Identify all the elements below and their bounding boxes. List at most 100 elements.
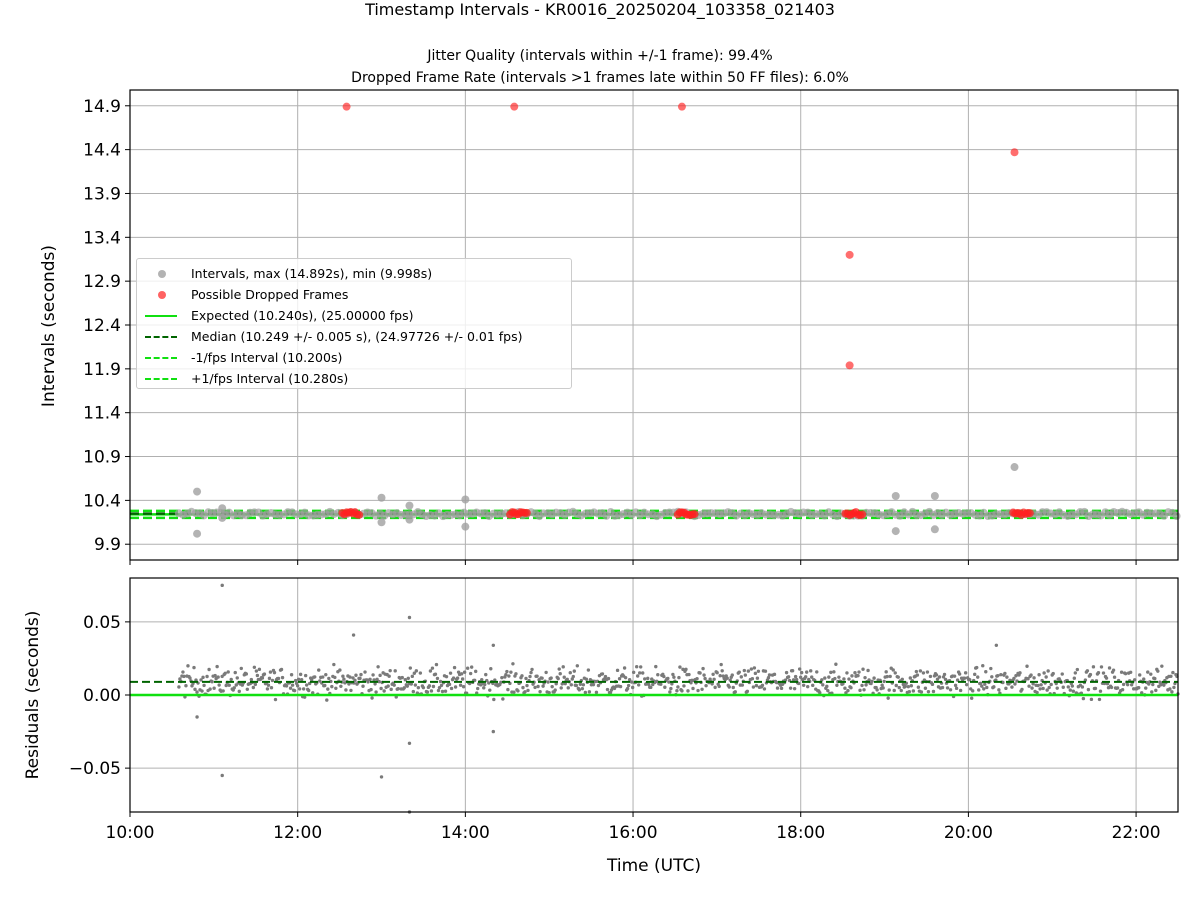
residual-point (864, 683, 868, 687)
residual-point (410, 674, 415, 679)
residual-outlier-point (491, 643, 496, 647)
residual-point (891, 668, 895, 672)
residual-point (643, 677, 647, 681)
residual-point (671, 672, 675, 677)
legend: Intervals, max (14.892s), min (9.998s) P… (136, 258, 572, 389)
residual-point (625, 686, 630, 691)
residual-point (400, 675, 404, 680)
residual-point (547, 690, 551, 695)
residual-point (500, 675, 504, 680)
residual-point (251, 685, 256, 690)
residual-point (1035, 690, 1039, 695)
residual-point (366, 680, 370, 684)
x-tick-label-0: 10:00 (106, 823, 155, 843)
residual-point (245, 687, 250, 691)
residual-point (354, 673, 358, 677)
residual-point (885, 674, 889, 679)
residual-point (371, 673, 375, 677)
residual-point (453, 685, 458, 689)
dropped-frame-point (342, 102, 351, 111)
residual-point (835, 683, 839, 687)
residual-point (289, 673, 294, 677)
residual-point (553, 688, 557, 692)
residual-point (790, 669, 795, 673)
residual-point (717, 684, 721, 689)
residual-point (1150, 690, 1154, 694)
residual-point (886, 696, 890, 700)
residual-point (733, 690, 737, 694)
residual-point (1045, 688, 1049, 692)
residual-point (177, 685, 181, 689)
residual-point (1146, 670, 1150, 674)
residual-point (1013, 682, 1017, 686)
residual-point (403, 678, 407, 682)
residual-point (866, 668, 870, 673)
residual-point (447, 682, 452, 687)
residual-point (483, 682, 487, 687)
residual-point (1005, 675, 1009, 679)
residual-point (468, 671, 473, 676)
residual-point (926, 689, 931, 694)
residual-point (888, 674, 892, 679)
residual-point (375, 677, 379, 682)
residual-point (549, 676, 553, 680)
residual-point (675, 689, 679, 693)
residual-point (935, 677, 940, 681)
residual-point (512, 690, 516, 694)
residual-point (887, 688, 891, 692)
residual-point (711, 672, 715, 676)
residual-point (488, 688, 492, 692)
residual-point (923, 686, 928, 690)
residual-point (622, 666, 627, 670)
residual-point (1001, 680, 1005, 685)
residual-point (558, 672, 562, 676)
residual-point (480, 678, 484, 682)
residual-point (361, 684, 365, 688)
residual-point (740, 683, 745, 687)
residual-point (533, 685, 537, 690)
residual-point (637, 671, 642, 675)
residual-point (872, 676, 876, 680)
residual-point (659, 682, 663, 686)
residual-point (382, 689, 386, 693)
residual-point (1109, 685, 1114, 690)
residual-point (1171, 670, 1175, 675)
residual-point (455, 676, 460, 680)
residual-point (1142, 677, 1146, 681)
residual-point (368, 677, 372, 682)
residual-point (964, 682, 969, 687)
residual-point (682, 684, 686, 688)
residual-point (418, 671, 423, 675)
residual-point (1055, 686, 1059, 690)
residual-point (612, 686, 617, 691)
residual-point (541, 684, 545, 688)
residual-point (546, 680, 550, 684)
residual-point (215, 664, 219, 669)
residual-point (703, 676, 707, 681)
legend-item-plus-fps: +1/fps Interval (10.280s) (145, 368, 571, 389)
interval-point (1172, 512, 1181, 521)
residual-point (696, 688, 700, 693)
residual-point (577, 688, 582, 692)
residual-point (983, 682, 987, 686)
residual-point (544, 670, 548, 675)
residual-point (918, 669, 923, 673)
residual-point (1169, 674, 1173, 679)
residual-point (1003, 671, 1007, 676)
residual-point (559, 686, 563, 690)
residual-point (449, 686, 454, 691)
residual-point (672, 675, 676, 679)
bottom-y-axis-label: Residuals (seconds) (23, 611, 43, 780)
interval-outlier-point (218, 504, 227, 513)
residual-point (1068, 688, 1072, 692)
residual-point (832, 670, 836, 674)
residual-point (349, 688, 353, 693)
residual-point (325, 698, 329, 702)
top-y-tick-label-5: 12.4 (83, 316, 121, 336)
residual-point (507, 674, 511, 678)
residual-point (990, 675, 994, 679)
residual-point (217, 683, 221, 687)
legend-item-median: Median (10.249 +/- 0.005 s), (24.97726 +… (145, 326, 571, 347)
top-y-tick-label-8: 13.9 (83, 184, 121, 204)
residual-point (303, 673, 308, 678)
